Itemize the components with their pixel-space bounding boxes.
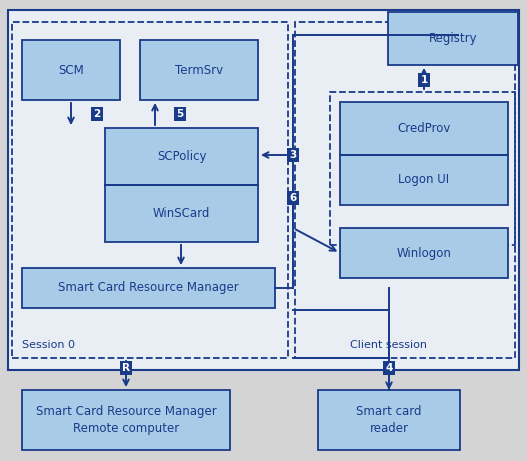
Bar bbox=[388, 12, 518, 65]
Bar bbox=[140, 40, 258, 100]
Bar bbox=[105, 128, 258, 185]
Text: 6: 6 bbox=[289, 193, 297, 203]
Text: Smart Card Resource Manager: Smart Card Resource Manager bbox=[58, 282, 239, 295]
Text: Logon UI: Logon UI bbox=[398, 173, 450, 187]
Text: SCPolicy: SCPolicy bbox=[157, 150, 206, 163]
Text: 3: 3 bbox=[289, 150, 297, 160]
Text: Registry: Registry bbox=[428, 32, 477, 45]
Bar bbox=[295, 22, 515, 358]
Bar bbox=[22, 40, 120, 100]
Bar bbox=[22, 390, 230, 450]
Bar bbox=[22, 268, 275, 308]
Text: CredProv: CredProv bbox=[397, 122, 451, 135]
Bar bbox=[340, 155, 508, 205]
Text: WinSCard: WinSCard bbox=[153, 207, 210, 220]
Text: Smart Card Resource Manager
Remote computer: Smart Card Resource Manager Remote compu… bbox=[36, 405, 217, 435]
Text: SCM: SCM bbox=[58, 64, 84, 77]
Bar bbox=[330, 92, 515, 245]
Bar bbox=[105, 185, 258, 242]
Text: 5: 5 bbox=[177, 109, 183, 119]
Bar bbox=[340, 228, 508, 278]
Bar bbox=[318, 390, 460, 450]
Text: 1: 1 bbox=[421, 75, 427, 85]
Text: Client session: Client session bbox=[350, 340, 427, 350]
Bar bbox=[12, 22, 288, 358]
Bar bbox=[340, 102, 508, 155]
Text: TermSrv: TermSrv bbox=[175, 64, 223, 77]
Text: 2: 2 bbox=[93, 109, 101, 119]
Bar bbox=[8, 10, 519, 370]
Text: 4: 4 bbox=[385, 363, 393, 373]
Text: Session 0: Session 0 bbox=[22, 340, 75, 350]
Text: R: R bbox=[122, 363, 130, 373]
Text: Smart card
reader: Smart card reader bbox=[356, 405, 422, 435]
Text: Winlogon: Winlogon bbox=[396, 247, 452, 260]
